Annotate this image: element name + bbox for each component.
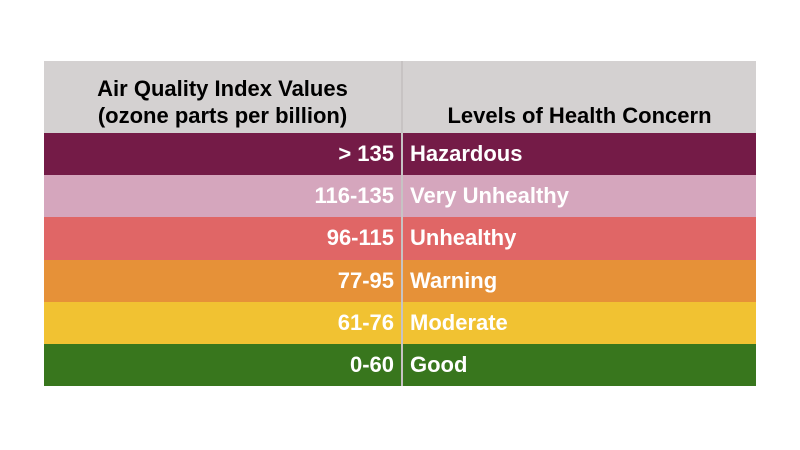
header-aqi-values-column: Air Quality Index Values (ozone parts pe… [44, 61, 401, 133]
health-concern-label: Hazardous [410, 141, 523, 167]
aqi-range-value: 116-135 [314, 183, 394, 209]
aqi-range-value: 61-76 [337, 309, 394, 335]
aqi-range-value: > 135 [338, 141, 394, 167]
table-row-unhealthy: 96-115 Unhealthy [44, 217, 756, 260]
health-concern-label: Unhealthy [410, 225, 517, 251]
table-row-warning: 77-95 Warning [44, 259, 756, 302]
aqi-range-value: 77-95 [337, 267, 394, 293]
table-body: > 135 Hazardous 116-135 Very Unhealthy 9… [44, 133, 756, 387]
aqi-range-value: 0-60 [349, 351, 394, 377]
column-divider-line [401, 61, 403, 386]
table-row-moderate: 61-76 Moderate [44, 301, 756, 344]
health-concern-label: Moderate [410, 309, 508, 335]
aqi-table: Air Quality Index Values (ozone parts pe… [44, 61, 756, 387]
table-row-very-unhealthy: 116-135 Very Unhealthy [44, 175, 756, 218]
table-row-hazardous: > 135 Hazardous [44, 133, 756, 176]
health-concern-label: Very Unhealthy [410, 183, 569, 209]
health-concern-label: Warning [410, 267, 498, 293]
table-row-good: 0-60 Good [44, 343, 756, 387]
header-health-concern-column: Levels of Health Concern [447, 103, 712, 128]
health-concern-label: Good [410, 351, 468, 377]
header-aqi-line2: (ozone parts per billion) [97, 103, 348, 128]
table-header-row: Air Quality Index Values (ozone parts pe… [44, 61, 756, 133]
aqi-range-value: 96-115 [326, 225, 394, 251]
header-aqi-line1: Air Quality Index Values [97, 76, 348, 101]
